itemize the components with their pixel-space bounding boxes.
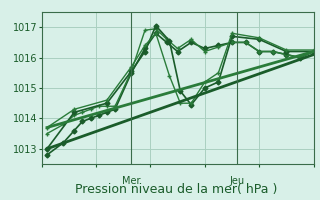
Text: Jeu: Jeu	[230, 176, 245, 186]
Text: Pression niveau de la mer( hPa ): Pression niveau de la mer( hPa )	[75, 183, 277, 196]
Text: Mer: Mer	[122, 176, 140, 186]
